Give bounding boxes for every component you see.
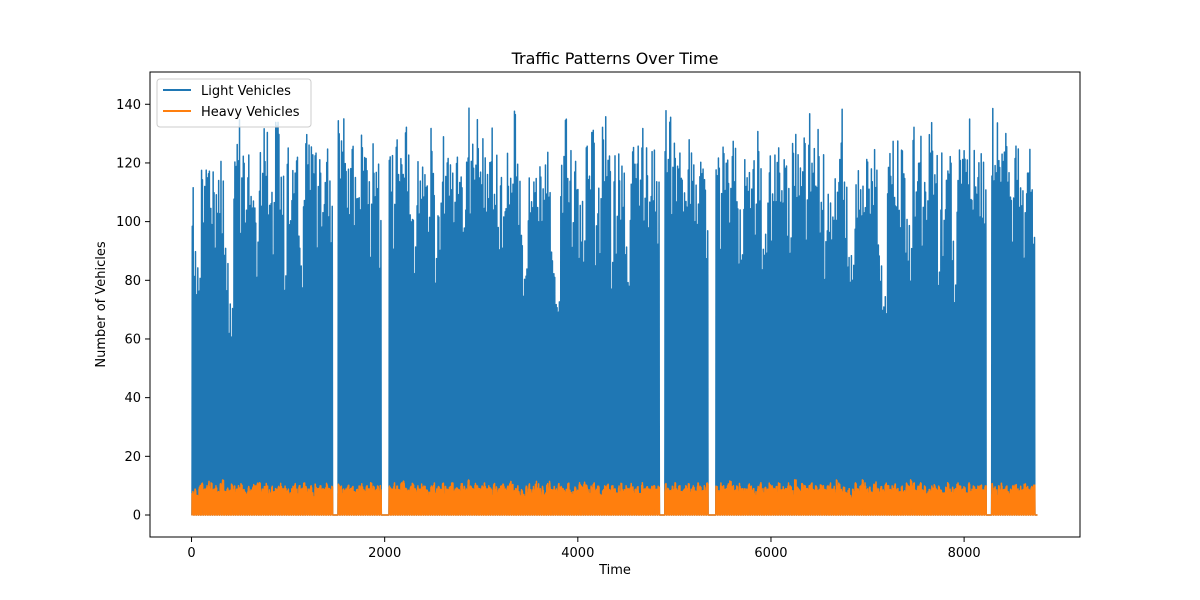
series-line-heavy-vehicles (190, 479, 1039, 516)
plot-area (190, 107, 1039, 516)
legend-box (156, 78, 312, 128)
legend-label-heavy-vehicles: Heavy Vehicles (201, 105, 300, 120)
y-tick-label: 60 (124, 332, 141, 347)
x-tick-label: 2000 (368, 546, 401, 561)
y-tick-label: 40 (124, 391, 141, 406)
y-tick-label: 100 (116, 215, 141, 230)
legend-label-light-vehicles: Light Vehicles (201, 84, 291, 99)
x-tick-label: 4000 (561, 546, 594, 561)
y-axis-title: Number of Vehicles (94, 241, 109, 368)
y-tick-label: 0 (133, 508, 141, 523)
chart-title: Traffic Patterns Over Time (511, 49, 719, 68)
x-axis: 0 2000 4000 6000 8000 (187, 537, 981, 561)
y-tick-label: 80 (124, 274, 141, 289)
plot-frame (149, 71, 1081, 538)
y-tick-label: 140 (116, 98, 141, 113)
legend: Light Vehicles Heavy Vehicles (156, 78, 312, 128)
y-axis: 0 20 40 60 80 100 120 140 (116, 98, 150, 523)
x-tick-label: 6000 (754, 546, 787, 561)
series-layer (190, 107, 1039, 516)
y-tick-label: 20 (124, 450, 141, 465)
y-tick-label: 120 (116, 156, 141, 171)
x-tick-label: 8000 (948, 546, 981, 561)
x-axis-title: Time (598, 563, 631, 578)
x-tick-label: 0 (187, 546, 195, 561)
